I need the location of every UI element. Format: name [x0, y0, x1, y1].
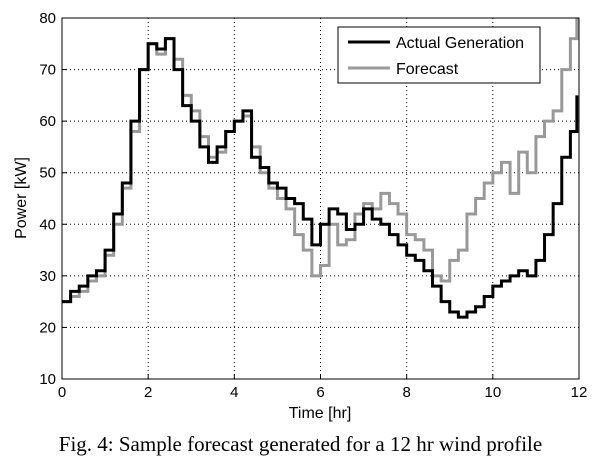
- x-tick-label: 0: [58, 384, 66, 401]
- x-tick-label: 12: [571, 384, 588, 401]
- figure-caption: Fig. 4: Sample forecast generated for a …: [58, 432, 543, 456]
- y-tick-label: 30: [39, 268, 56, 285]
- y-tick-label: 60: [39, 113, 56, 130]
- y-tick-label: 80: [39, 10, 56, 27]
- legend-box: [337, 26, 541, 84]
- y-tick-label: 50: [39, 165, 56, 182]
- legend: Actual Generation Forecast: [337, 26, 541, 84]
- y-tick-label: 20: [39, 319, 56, 336]
- x-tick-label: 4: [230, 384, 238, 401]
- series-line-actual-generation: [62, 37, 579, 319]
- ticks: 0 2 4 6 8 10 12 10 20 30 40 50 60 70 80: [39, 10, 587, 401]
- y-axis-label: Power [kW]: [13, 157, 30, 239]
- y-tick-label: 10: [39, 371, 56, 388]
- chart: 0 2 4 6 8 10 12 10 20 30 40 50 60 70 80 Time [hr] Powe…: [13, 10, 587, 422]
- x-tick-label: 6: [316, 384, 324, 401]
- series-layer: [62, 18, 579, 319]
- y-tick-label: 70: [39, 62, 56, 79]
- legend-label-forecast: Forecast: [396, 61, 459, 78]
- legend-label-actual: Actual Generation: [396, 35, 524, 52]
- x-tick-label: 10: [484, 384, 501, 401]
- x-tick-label: 8: [402, 384, 410, 401]
- x-axis-label: Time [hr]: [289, 405, 352, 422]
- x-tick-label: 2: [144, 384, 152, 401]
- y-tick-label: 40: [39, 216, 56, 233]
